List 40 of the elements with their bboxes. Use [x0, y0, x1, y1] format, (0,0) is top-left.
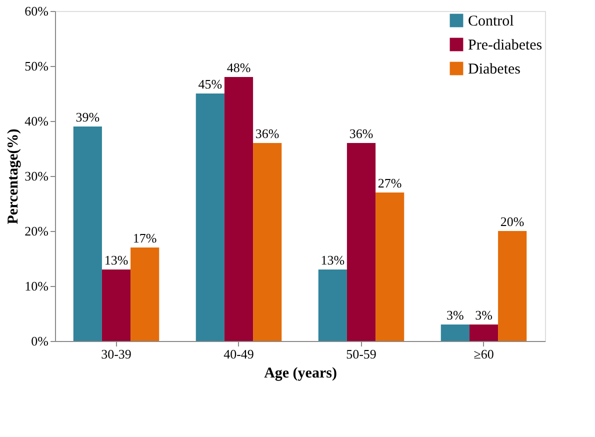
data-label: 45% [198, 76, 222, 92]
x-tick-label: 30-39 [101, 346, 132, 362]
data-label: 36% [255, 126, 280, 141]
data-label: 3% [446, 308, 464, 322]
bar [102, 270, 131, 341]
y-tick-label: 10% [24, 278, 49, 294]
data-label: 17% [132, 230, 157, 246]
bar [469, 324, 498, 341]
data-label: 13% [104, 252, 128, 268]
data-label: 48% [226, 60, 251, 75]
legend-label: Diabetes [468, 62, 521, 78]
data-label: 3% [475, 308, 493, 322]
y-axis-title: Percentage(%) [6, 128, 22, 224]
x-tick-label: 40-49 [224, 346, 254, 362]
bar [318, 270, 347, 341]
data-label: 13% [320, 252, 345, 268]
y-tick-label: 50% [24, 58, 49, 74]
y-tick-label: 20% [24, 224, 49, 238]
bar [73, 126, 102, 341]
bar [440, 324, 470, 341]
y-tick-label: 0% [31, 334, 49, 348]
legend-label: Control [468, 14, 514, 30]
legend-label: Pre-diabetes [468, 38, 542, 54]
bar [196, 94, 224, 341]
y-tick-label: 60% [24, 4, 49, 18]
bar [346, 143, 376, 341]
y-tick-label: 30% [24, 168, 49, 184]
bar [224, 77, 254, 341]
bar [376, 192, 404, 341]
y-tick-label: 40% [24, 114, 49, 128]
data-label: 39% [76, 110, 100, 124]
x-tick-label: ≥60 [474, 346, 494, 362]
data-label: 36% [349, 126, 374, 141]
bar [498, 231, 527, 341]
data-label: 27% [378, 176, 402, 190]
bar [253, 143, 282, 341]
x-tick-label: 50-59 [346, 346, 376, 362]
data-label: 20% [500, 214, 524, 229]
x-axis-title: Age (years) [264, 366, 337, 382]
bar [130, 248, 160, 341]
